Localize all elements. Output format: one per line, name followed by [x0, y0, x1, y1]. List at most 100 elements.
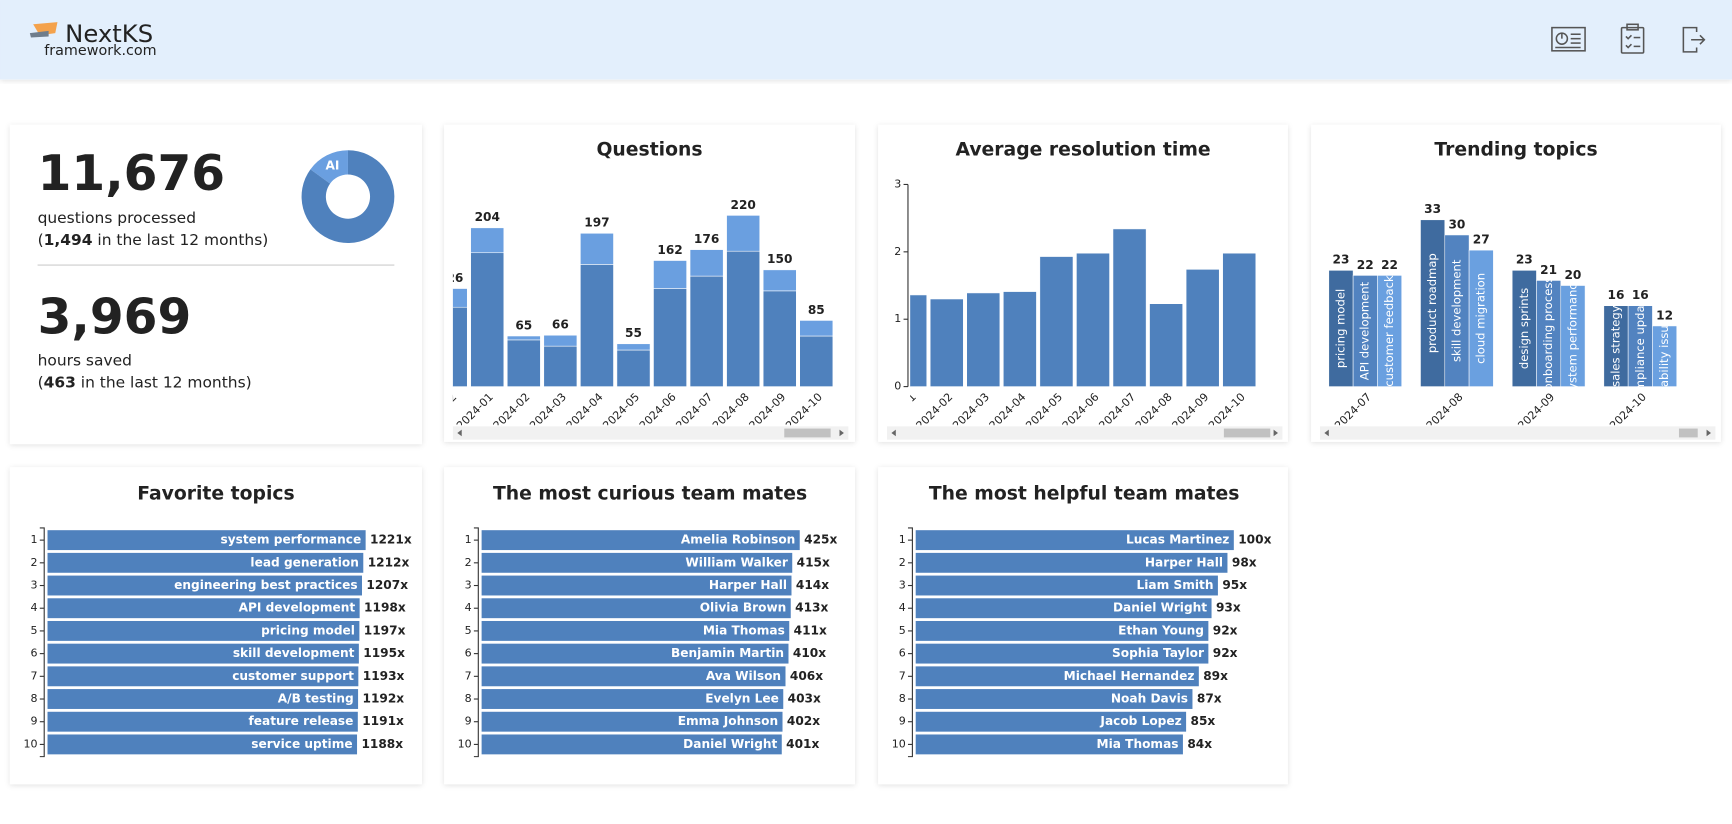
- value-label: 21: [1540, 263, 1557, 277]
- value-label: 23: [1333, 253, 1350, 267]
- bar: [1511, 270, 1537, 387]
- chart-title: Favorite topics: [137, 483, 294, 504]
- bar-segment: [580, 233, 614, 265]
- stat-hours: 3,969 hours saved (463 in the last 12 mo…: [38, 290, 252, 392]
- bar-label: Mia Thomas: [703, 623, 785, 637]
- stat-questions: 11,676 questions processed (1,494 in the…: [38, 146, 269, 249]
- bar-label-clip: usability issues: [1657, 326, 1671, 387]
- rank-label: 2: [465, 556, 472, 569]
- bar-segment: [799, 335, 834, 387]
- total-label: 197: [584, 216, 609, 230]
- nav-dashboard-icon[interactable]: [1551, 26, 1586, 52]
- rank-label: 6: [465, 647, 472, 660]
- bar-label: Emma Johnson: [678, 714, 778, 728]
- bar-label: Ethan Young: [1118, 623, 1204, 637]
- bar-label: engineering best practices: [174, 578, 357, 592]
- bar: [1149, 303, 1183, 387]
- pie-slice: [310, 150, 348, 184]
- value-label: 1212x: [368, 555, 410, 569]
- scroll-thumb[interactable]: [784, 428, 831, 438]
- icon-checks: [1625, 34, 1633, 49]
- bar-label: Daniel Wright: [683, 737, 777, 751]
- bar-label: A/B testing: [278, 692, 354, 706]
- value-label: 16: [1632, 288, 1649, 302]
- scroll-thumb[interactable]: [1223, 428, 1271, 438]
- scroll-left-arrow[interactable]: [891, 429, 896, 437]
- bar-label: pricing model: [261, 623, 355, 637]
- bar: [481, 711, 783, 732]
- bar-label: Sophia Taylor: [1112, 646, 1204, 660]
- bar-label: feature release: [249, 714, 354, 728]
- value-label: 20: [1564, 268, 1581, 282]
- bar: [915, 598, 1212, 619]
- rank-label: 6: [899, 647, 906, 660]
- y-tick-label: 2: [894, 245, 901, 258]
- bar: [1112, 228, 1147, 387]
- bar-label-clip: sales strategy: [1608, 306, 1622, 387]
- bar: [915, 711, 1187, 732]
- bar-label: Olivia Brown: [700, 601, 787, 615]
- rank-label: 4: [31, 601, 38, 614]
- bar: [47, 689, 359, 709]
- total-label: 66: [552, 318, 569, 332]
- scroll-track: [1319, 426, 1716, 440]
- bar-label: Noah Davis: [1111, 692, 1188, 706]
- rank-label: 5: [465, 624, 472, 637]
- logo-domain: framework.com: [44, 43, 156, 59]
- value-label: 22: [1357, 258, 1374, 272]
- scrollbar[interactable]: [886, 426, 1283, 440]
- scrollbar[interactable]: [452, 426, 849, 440]
- bar-segment: [616, 349, 651, 387]
- scroll-right-arrow[interactable]: [1706, 429, 1711, 437]
- value-label: 98x: [1232, 555, 1257, 569]
- bar-label: Benjamin Martin: [671, 646, 784, 660]
- header-bar: [0, 0, 1732, 80]
- scroll-thumb[interactable]: [1678, 428, 1698, 438]
- icon-door: [1682, 26, 1698, 53]
- bar: [481, 598, 791, 619]
- bar-label: skill development: [233, 646, 355, 660]
- nav-tasks-icon[interactable]: [1620, 23, 1645, 54]
- rank-label: 7: [31, 669, 38, 682]
- scroll-right-arrow[interactable]: [839, 429, 844, 437]
- nav-logout-icon[interactable]: [1682, 26, 1706, 53]
- bar-label: customer support: [232, 669, 354, 683]
- logo[interactable]: NextKS framework.com: [29, 19, 157, 59]
- value-label: 27: [1473, 233, 1490, 247]
- pie-slice: [301, 150, 395, 244]
- bar: [1039, 256, 1074, 387]
- bar: [481, 552, 793, 573]
- value-label: 1197x: [364, 623, 406, 637]
- bar-label: system performance: [220, 533, 361, 547]
- total-label: 85: [808, 303, 825, 317]
- scrollbar[interactable]: [1319, 426, 1716, 440]
- value-label: 1195x: [363, 646, 405, 660]
- value-label: 84x: [1187, 737, 1212, 751]
- bar: [47, 575, 362, 596]
- scroll-track: [886, 426, 1283, 440]
- bar: [1603, 305, 1629, 387]
- bar: [47, 643, 359, 664]
- scroll-right-arrow[interactable]: [1273, 429, 1278, 437]
- rank-label: 3: [465, 579, 472, 592]
- value-label: 402x: [787, 714, 820, 728]
- bar-segment: [506, 339, 541, 387]
- bar: [47, 711, 358, 732]
- bar-label: pricing model: [1333, 289, 1347, 368]
- rank-label: 5: [31, 624, 38, 637]
- value-label: 1191x: [362, 714, 404, 728]
- y-axis: [39, 527, 45, 758]
- chart-title: Average resolution time: [955, 140, 1210, 161]
- value-label: 93x: [1216, 601, 1241, 615]
- bar: [929, 298, 964, 387]
- bar-label: API development: [239, 601, 356, 615]
- scroll-left-arrow[interactable]: [457, 429, 462, 437]
- rank-label: 7: [465, 669, 472, 682]
- scroll-left-arrow[interactable]: [1324, 429, 1329, 437]
- value-label: 30: [1448, 217, 1465, 231]
- bar: [915, 734, 1183, 755]
- stats-card: [9, 124, 422, 445]
- bar-label: Daniel Wright: [1113, 601, 1207, 615]
- icon-frame: [1551, 26, 1586, 52]
- rank-label: 10: [24, 737, 38, 750]
